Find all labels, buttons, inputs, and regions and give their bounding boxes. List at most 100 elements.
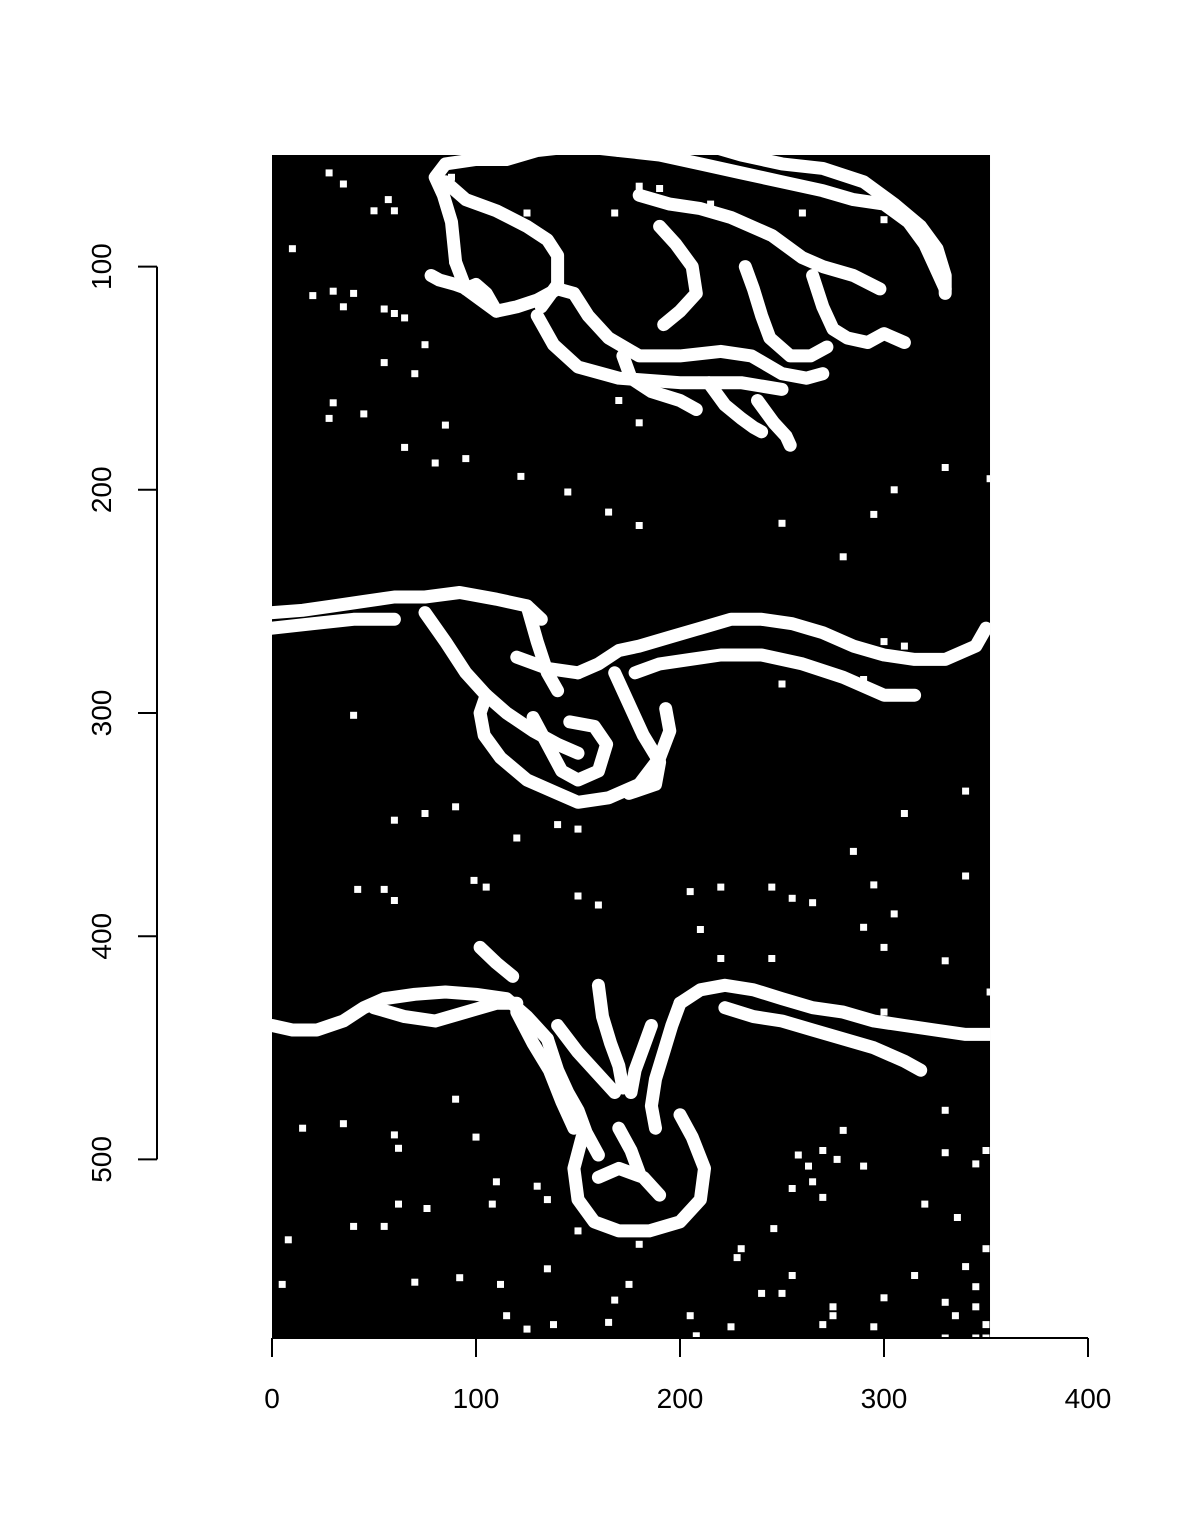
noise-speck bbox=[390, 207, 398, 215]
edge-stroke bbox=[616, 349, 703, 416]
noise-speck bbox=[401, 443, 409, 451]
noise-speck bbox=[870, 881, 878, 889]
noise-speck bbox=[470, 876, 478, 884]
y-tick-label: 200 bbox=[86, 466, 117, 513]
noise-speck bbox=[860, 923, 868, 931]
edge-stroke bbox=[591, 978, 630, 1095]
noise-speck bbox=[656, 185, 664, 192]
noise-speck bbox=[880, 943, 888, 951]
noise-speck bbox=[564, 488, 572, 496]
noise-speck bbox=[574, 825, 582, 833]
noise-speck bbox=[686, 888, 694, 896]
noise-speck bbox=[778, 680, 786, 688]
edge-stroke bbox=[526, 711, 614, 787]
noise-speck bbox=[380, 359, 388, 367]
edge-stroke bbox=[272, 586, 548, 626]
x-tick-label: 100 bbox=[453, 1383, 500, 1414]
y-tick-label: 300 bbox=[86, 690, 117, 737]
noise-speck bbox=[543, 1265, 551, 1273]
edge-stroke bbox=[510, 650, 585, 680]
noise-speck bbox=[635, 522, 643, 529]
noise-speck bbox=[462, 455, 470, 463]
noise-speck bbox=[325, 414, 333, 422]
noise-speck bbox=[452, 803, 460, 811]
noise-speck bbox=[717, 209, 725, 217]
noise-speck bbox=[309, 292, 317, 300]
noise-speck bbox=[758, 1289, 766, 1297]
noise-speck bbox=[350, 711, 358, 719]
edge-stroke bbox=[571, 612, 991, 680]
noise-speck bbox=[615, 397, 623, 404]
noise-speck bbox=[962, 787, 970, 795]
noise-speck bbox=[339, 180, 347, 188]
noise-speck bbox=[768, 955, 776, 962]
noise-speck bbox=[986, 475, 991, 483]
noise-speck bbox=[339, 303, 347, 311]
noise-speck bbox=[717, 955, 725, 962]
noise-speck bbox=[1007, 1040, 1014, 1047]
noise-speck bbox=[452, 1095, 460, 1103]
noise-speck bbox=[380, 885, 388, 893]
noise-speck bbox=[819, 1321, 827, 1329]
noise-speck bbox=[284, 1236, 292, 1244]
noise-speck bbox=[594, 901, 602, 909]
noise-speck bbox=[401, 314, 409, 322]
noise-speck bbox=[982, 1321, 990, 1329]
noise-speck bbox=[431, 459, 439, 467]
noise-speck bbox=[778, 1289, 786, 1297]
noise-speck bbox=[982, 1334, 990, 1338]
edge-stroke bbox=[624, 1019, 658, 1099]
edge-stroke bbox=[473, 940, 520, 983]
noise-speck bbox=[350, 1222, 358, 1230]
edge-stroke bbox=[520, 599, 565, 698]
noise-speck bbox=[798, 209, 806, 217]
axes: 0 100 200 300 400 100 200 300 400 500 bbox=[86, 243, 1111, 1414]
noise-speck bbox=[448, 173, 455, 181]
noise-speck bbox=[941, 1149, 949, 1157]
noise-speck bbox=[497, 1280, 504, 1288]
noise-speck bbox=[325, 169, 333, 177]
noise-speck bbox=[605, 1318, 613, 1326]
edge-stroke bbox=[738, 260, 834, 363]
noise-speck bbox=[870, 1323, 878, 1331]
noise-speck bbox=[411, 370, 419, 378]
noise-speck bbox=[635, 419, 643, 427]
noise-speck bbox=[329, 399, 337, 407]
noise-speck bbox=[503, 1312, 511, 1320]
noise-speck bbox=[962, 872, 970, 880]
noise-speck bbox=[972, 1334, 980, 1338]
noise-speck bbox=[482, 883, 490, 891]
noise-speck bbox=[809, 899, 817, 907]
noise-speck bbox=[441, 421, 449, 429]
edge-stroke bbox=[367, 996, 524, 1028]
edge-stroke bbox=[608, 666, 667, 800]
noise-speck bbox=[870, 510, 878, 518]
noise-speck bbox=[554, 821, 562, 829]
noise-speck bbox=[380, 1222, 388, 1230]
noise-speck bbox=[517, 472, 525, 480]
noise-speck bbox=[605, 508, 613, 516]
noise-speck bbox=[982, 1147, 990, 1154]
noise-speck bbox=[819, 1193, 827, 1201]
x-tick-label: 0 bbox=[264, 1383, 280, 1414]
noise-speck bbox=[288, 245, 296, 253]
noise-speck bbox=[982, 1245, 990, 1253]
noise-speck bbox=[809, 1178, 817, 1186]
edge-stroke bbox=[718, 1001, 928, 1077]
noise-speck bbox=[951, 1312, 959, 1320]
noise-speck bbox=[900, 810, 908, 817]
noise-speck bbox=[890, 910, 898, 918]
noise-speck bbox=[727, 1323, 735, 1331]
noise-speck bbox=[860, 1162, 868, 1170]
noise-speck bbox=[921, 1200, 929, 1208]
y-tick-label: 100 bbox=[86, 243, 117, 290]
noise-speck bbox=[860, 676, 868, 683]
noise-speck bbox=[503, 156, 511, 163]
noise-speck bbox=[794, 1151, 802, 1159]
noise-speck bbox=[962, 1263, 970, 1271]
noise-speck bbox=[770, 1225, 778, 1233]
noise-speck bbox=[890, 486, 898, 494]
y-tick-label: 500 bbox=[86, 1136, 117, 1183]
noise-speck bbox=[941, 464, 949, 471]
